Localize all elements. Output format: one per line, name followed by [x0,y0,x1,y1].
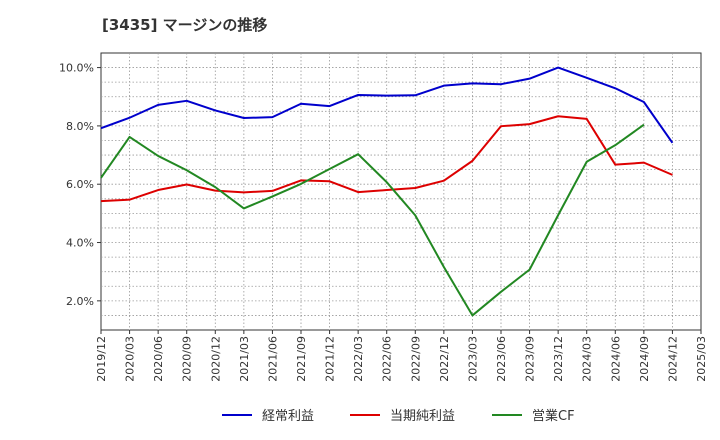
y-tick-label: 4.0% [66,237,94,250]
gridlines [101,53,701,330]
x-tick-label: 2020/06 [152,336,165,382]
legend: 経常利益 当期純利益 営業CF [222,408,575,424]
x-tick-label: 2022/03 [352,336,365,382]
x-tick-label: 2020/03 [124,336,137,382]
legend-label: 経常利益 [262,409,314,424]
x-tick-label: 2024/03 [581,336,594,382]
x-tick-label: 2021/06 [266,336,279,382]
x-tick-label: 2022/12 [438,336,451,382]
x-tick-label: 2020/12 [209,336,222,382]
x-tick-label: 2021/03 [238,336,251,382]
x-tick-label: 2023/09 [524,336,537,382]
plot-area [100,52,702,331]
x-tick-label: 2019/12 [95,336,108,382]
x-tick-label: 2022/06 [381,336,394,382]
x-tick-label: 2023/06 [495,336,508,382]
x-axis-ticks: 2019/12 2020/03 2020/06 2020/09 2020/12 2021/… [95,330,708,382]
legend-label: 当期純利益 [390,409,455,424]
chart-title: [3435] マージンの推移 [102,16,267,34]
x-tick-label: 2023/03 [466,336,479,382]
y-tick-label: 10.0% [59,62,94,75]
series-lines [100,66,674,317]
y-axis-ticks: 2.0% 4.0% 6.0% 8.0% 10.0% [59,62,101,308]
x-tick-label: 2024/06 [609,336,622,382]
series-line [100,123,645,317]
x-tick-label: 2021/12 [324,336,337,382]
y-tick-label: 6.0% [66,178,94,191]
x-tick-label: 2022/09 [409,336,422,382]
x-tick-label: 2024/09 [638,336,651,382]
series-line [100,115,673,203]
series-line [100,66,674,144]
legend-label: 営業CF [532,408,575,424]
y-tick-label: 2.0% [66,295,94,308]
x-tick-label: 2021/09 [295,336,308,382]
y-tick-label: 8.0% [66,120,94,133]
x-tick-label: 2020/09 [181,336,194,382]
x-tick-label: 2024/12 [666,336,679,382]
x-tick-label: 2025/03 [695,336,708,382]
x-tick-label: 2023/12 [552,336,565,382]
